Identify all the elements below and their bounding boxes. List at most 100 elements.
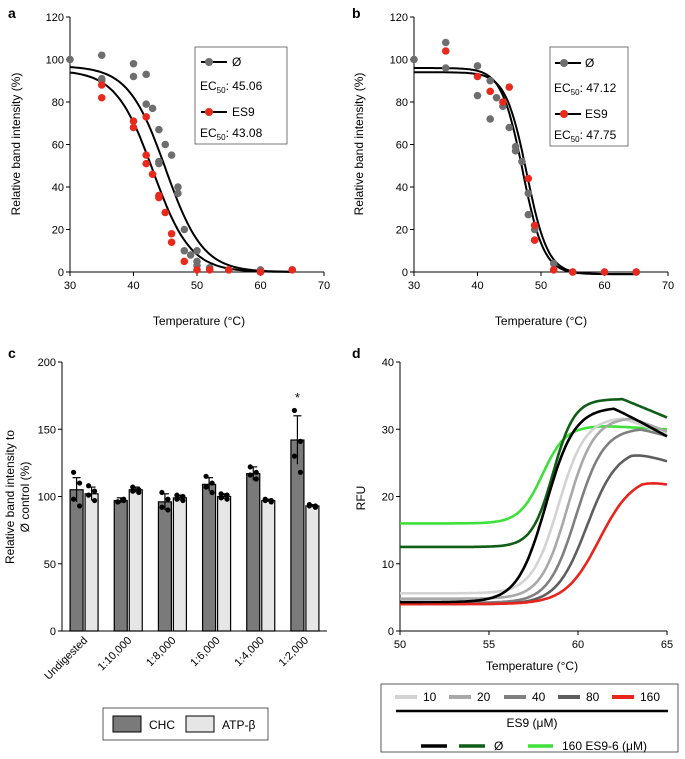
panel-c-point (253, 469, 259, 475)
panel-label-d: d (352, 345, 361, 361)
legend-swatch-chc (112, 715, 142, 733)
panel-b-ylabel: Relative band intensity (%) (352, 73, 366, 216)
panel-c-point (297, 438, 304, 444)
panel-c-bar-chc (69, 489, 84, 632)
panel-b-point-0 (473, 62, 482, 70)
panel-b-fit-curve-1 (414, 71, 637, 276)
panel-d-curve-2 (400, 417, 668, 600)
panel-b-point-1 (505, 83, 514, 91)
panel-c-point (174, 496, 180, 502)
panel-a-ytick-label: 100 (46, 55, 64, 67)
panel-c-point (218, 495, 224, 501)
panel-b-point-0 (486, 115, 495, 123)
panel-b-point-1 (473, 72, 482, 81)
panel-b-point-0 (473, 91, 482, 100)
panel-b-legend-marker-zero (560, 59, 568, 67)
panel-c-point (291, 453, 298, 459)
panel-c-ytick-label: 100 (38, 492, 56, 504)
panel-c-point (76, 480, 83, 486)
panel-d-chart: 0 10 20 30 40 50 55 60 65 RFU Temperature (°C) 1… (354, 357, 679, 753)
panel-c-ylabel: Relative band intensity toØ control (%) (3, 430, 32, 564)
panel-c-point (165, 496, 171, 502)
panel-a-legend-ec50-es9: EC50: 43.08 (200, 126, 263, 142)
panel-c-point (224, 492, 230, 498)
panel-b-point-0 (492, 93, 501, 102)
panel-b-point-0 (524, 210, 533, 219)
panel-a-xtick-label: 30 (64, 280, 76, 292)
panel-b-point-1 (486, 87, 495, 96)
panel-c-point (268, 499, 274, 505)
panel-c-point (85, 492, 92, 498)
panel-b-ytick-label: 120 (390, 12, 408, 24)
panel-a-xtick-label: 50 (191, 280, 203, 292)
panel-a-point-1 (288, 266, 297, 274)
panel-d-xlabel: Temperature (°C) (486, 659, 578, 673)
panel-a-point-0 (155, 159, 163, 168)
panel-b-point-1 (632, 268, 641, 276)
panel-b-point-1 (600, 268, 609, 276)
panel-a-ytick-label: 0 (58, 267, 64, 279)
panel-b-point-0 (486, 76, 495, 85)
panel-c-category-label: Undigested (42, 635, 90, 683)
panel-d-curve-8 (400, 424, 668, 525)
panel-b-point-1 (549, 266, 558, 274)
panel-d-ytick-label: 0 (388, 626, 394, 638)
panel-c-bar-chc (157, 501, 173, 632)
panel-c-category-label: 1:10,000 (96, 635, 135, 674)
panel-a-point-1 (193, 266, 201, 274)
panel-b-legend-ec50-zero: EC50: 47.12 (554, 81, 617, 97)
panel-a-point-0 (174, 183, 182, 191)
panel-b-legend-name-es9: ES9 (585, 107, 608, 121)
legend-d-label-es96: 160 ES9-6 (μM) (562, 739, 647, 753)
panel-c-point (121, 496, 127, 502)
panel-a-point-0 (186, 251, 195, 259)
panel-c-bar-atp (216, 495, 232, 632)
panel-c-point (247, 472, 253, 478)
panel-a-point-0 (129, 72, 138, 81)
legend-label-atp: ATP-β (222, 718, 255, 732)
panel-d-xtick-label: 65 (661, 639, 673, 651)
panel-c-ytick-label: 50 (44, 559, 56, 571)
panel-a-xlabel: Temperature (°C) (153, 314, 245, 328)
panel-b-point-1 (499, 98, 507, 106)
panel-d-xtick-label: 50 (394, 639, 406, 651)
panel-a-point-0 (155, 125, 163, 134)
panel-d-xtick-label: 55 (483, 639, 495, 651)
panel-a-fit-curve-1 (69, 71, 293, 273)
panel-c-point (209, 489, 215, 496)
panel-a-legend-ec50-zero: EC50: 45.06 (200, 79, 263, 95)
panel-a-point-1 (129, 123, 138, 132)
panel-a-point-0 (167, 151, 176, 159)
panel-c-bar-chc (113, 499, 128, 632)
panel-c-bar-atp (172, 497, 188, 632)
panel-b-ytick-label: 60 (396, 140, 408, 152)
panel-c-point (297, 469, 304, 475)
panel-a-point-1 (142, 159, 150, 168)
panel-c-point (209, 480, 215, 486)
panel-c-category-label: 1:4,000 (232, 635, 266, 669)
panel-d-ytick-label: 10 (382, 559, 394, 571)
panel-a-ytick-label: 80 (52, 97, 64, 109)
panel-a-point-1 (224, 266, 233, 274)
panel-a-point-0 (161, 140, 170, 149)
panel-a-point-1 (205, 266, 214, 274)
panel-c-point (291, 407, 298, 414)
panel-b-legend-name-zero: Ø (585, 56, 594, 70)
panel-label-a: a (8, 5, 16, 21)
legend-label-chc: CHC (149, 718, 175, 732)
es9-unit-label: ES9 (μM) (507, 716, 558, 730)
panel-b-point-0 (410, 55, 418, 64)
panel-a-point-0 (180, 246, 189, 255)
panel-a-legend-name-zero: Ø (232, 55, 241, 69)
panel-c-point (70, 469, 77, 475)
legend-d-label-80: 80 (586, 690, 600, 704)
panel-d-curve-6 (400, 407, 668, 604)
panel-a-point-1 (161, 208, 170, 217)
panel-c-point (180, 493, 186, 500)
panel-c-point (85, 483, 92, 489)
panel-b-point-0 (441, 64, 450, 72)
panel-b-xtick-label: 60 (598, 280, 610, 292)
panel-c-point (247, 464, 253, 470)
panel-b-xtick-label: 70 (662, 280, 674, 292)
